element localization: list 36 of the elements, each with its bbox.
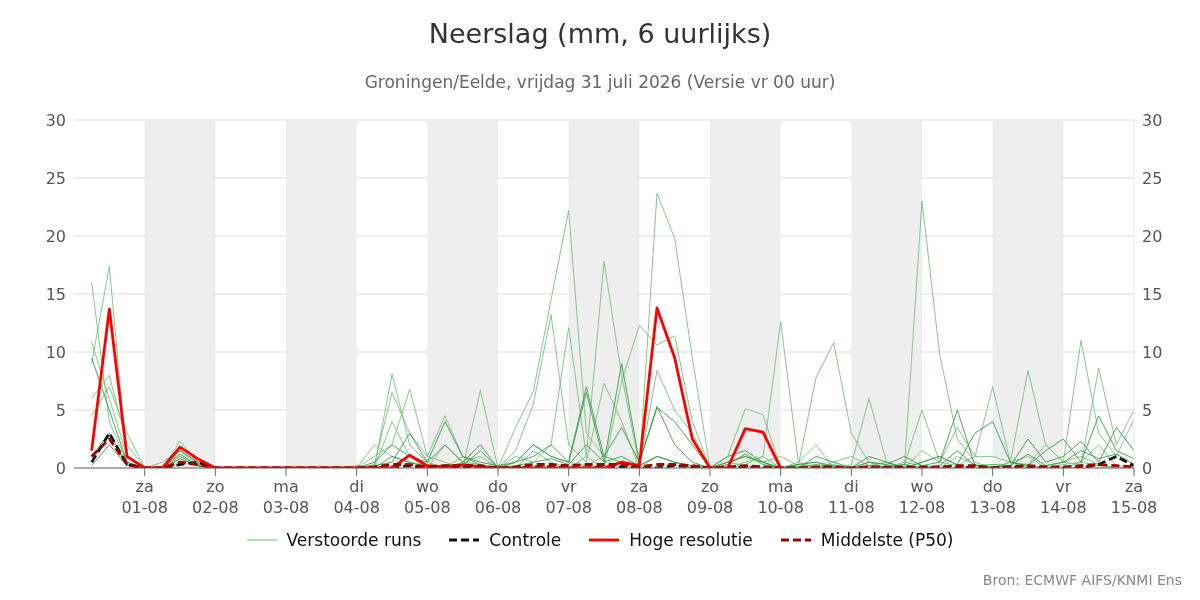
x-tick-label: za 08-08 bbox=[616, 477, 663, 517]
legend-label: Controle bbox=[489, 530, 562, 550]
y2-tick-label: 30 bbox=[1142, 110, 1163, 130]
y2-tick-label: 5 bbox=[1142, 400, 1153, 420]
y-tick-label: 0 bbox=[55, 458, 66, 478]
x-tick-label: di 04-08 bbox=[333, 477, 380, 517]
x-tick-label: vr 14-08 bbox=[1040, 477, 1087, 517]
x-tick-label: zo 02-08 bbox=[192, 477, 239, 517]
y2-tick-label: 25 bbox=[1142, 168, 1163, 188]
x-tick-label: ma 10-08 bbox=[757, 477, 804, 517]
x-tick-label: za 01-08 bbox=[121, 477, 168, 517]
legend-label: Verstoorde runs bbox=[286, 530, 422, 550]
y2-tick-label: 15 bbox=[1142, 284, 1163, 304]
y-tick-label: 10 bbox=[45, 342, 66, 362]
x-tick-label: wo 05-08 bbox=[404, 477, 451, 517]
legend-label: Middelste (P50) bbox=[820, 530, 954, 550]
text: Bron: ECMWF AIFS/KNMI Ens bbox=[982, 572, 1182, 588]
x-tick-label: zo 09-08 bbox=[686, 477, 734, 517]
legend-label: Hoge resolutie bbox=[629, 530, 753, 550]
y-tick-label: 20 bbox=[45, 226, 66, 246]
chart-subtitle: Groningen/Eelde, vrijdag 31 juli 2026 (Versie vr 00 uur) bbox=[363, 72, 837, 92]
x-tick-label: do 13-08 bbox=[969, 477, 1016, 517]
y-tick-label: 30 bbox=[45, 110, 66, 130]
x-tick-label: vr 07-08 bbox=[545, 477, 592, 517]
x-tick-label: za 15-08 bbox=[1110, 477, 1158, 517]
x-tick-label: di 11-08 bbox=[828, 477, 875, 517]
y-tick-label: 5 bbox=[55, 400, 66, 420]
y-tick-label: 15 bbox=[45, 284, 66, 304]
y2-tick-label: 10 bbox=[1142, 342, 1163, 362]
x-tick-label: do 06-08 bbox=[474, 477, 522, 517]
y2-tick-label: 20 bbox=[1142, 226, 1163, 246]
x-tick-label: ma 03-08 bbox=[262, 477, 310, 517]
y-tick-label: 25 bbox=[45, 168, 66, 188]
x-tick-label: wo 12-08 bbox=[898, 477, 946, 517]
y2-tick-label: 0 bbox=[1142, 458, 1153, 478]
chart-title: Neerslag (mm, 6 uurlijks) bbox=[427, 18, 773, 49]
